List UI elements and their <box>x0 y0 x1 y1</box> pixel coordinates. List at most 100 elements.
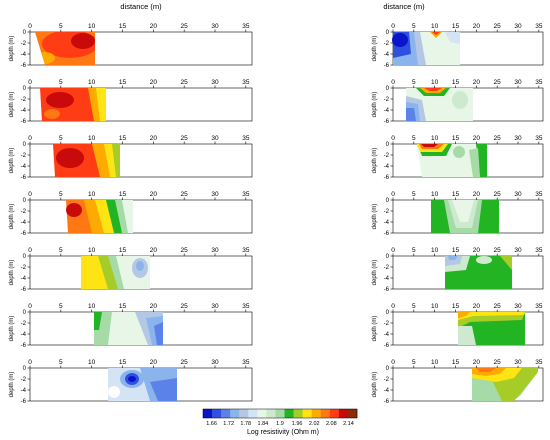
x-tick-label: 20 <box>473 79 481 86</box>
panel-right-4 <box>431 200 499 233</box>
y-tick-label: -4 <box>21 388 27 394</box>
resistivity-region <box>476 368 496 372</box>
x-tick-label: 0 <box>391 247 395 254</box>
y-tick-label: -6 <box>384 343 390 349</box>
x-tick-label: 30 <box>514 191 522 198</box>
x-tick-label: 20 <box>150 79 158 86</box>
x-tick-label: 25 <box>181 247 189 254</box>
x-tick-label: 30 <box>514 23 522 30</box>
y-tick-label: -4 <box>21 52 27 58</box>
x-tick-label: 25 <box>181 191 189 198</box>
x-tick-label: 25 <box>494 191 502 198</box>
x-tick-label: 15 <box>452 135 460 142</box>
colorbar-swatch <box>239 409 249 418</box>
panel-left-3 <box>53 144 120 177</box>
resistivity-region <box>46 92 74 108</box>
y-tick-label: -4 <box>21 332 27 338</box>
x-tick-label: 5 <box>412 79 416 86</box>
colorbar-tick-label: 1.84 <box>258 421 269 427</box>
resistivity-region <box>445 32 460 44</box>
x-tick-label: 0 <box>391 135 395 142</box>
y-axis-label: depth (m) <box>9 204 15 230</box>
y-tick-label: -2 <box>384 321 390 327</box>
axes-left-6: 0 5 10 15 20 25 30 35 0 -2 -4 -6 depth (m) <box>9 303 253 349</box>
x-tick-label: 20 <box>150 191 158 198</box>
colorbar-frame <box>202 408 358 419</box>
colorbar-swatch <box>248 409 258 418</box>
x-tick-label: 25 <box>494 247 502 254</box>
x-tick-label: 20 <box>473 247 481 254</box>
x-tick-label: 20 <box>473 303 481 310</box>
axes-left-4: 0 5 10 15 20 25 30 35 0 -2 -4 -6 depth (m) <box>9 191 253 237</box>
y-tick-label: -6 <box>384 175 390 181</box>
x-tick-label: 5 <box>412 247 416 254</box>
x-tick-label: 30 <box>514 247 522 254</box>
y-tick-label: -2 <box>384 265 390 271</box>
colorbar-swatch <box>212 409 222 418</box>
x-tick-label: 15 <box>119 247 127 254</box>
resistivity-region <box>66 203 82 217</box>
x-tick-label: 20 <box>150 135 158 142</box>
y-tick-label: -4 <box>384 164 390 170</box>
y-tick-label: -2 <box>384 209 390 215</box>
x-tick-label: 35 <box>535 247 543 254</box>
axes-left-3: 0 5 10 15 20 25 30 35 0 -2 -4 -6 depth (m) <box>9 135 253 181</box>
y-axis-label: depth (m) <box>9 316 15 342</box>
x-tick-label: 35 <box>535 23 543 30</box>
y-tick-label: 0 <box>386 254 390 260</box>
y-tick-label: -2 <box>384 41 390 47</box>
colorbar-swatch <box>266 409 276 418</box>
x-tick-label: 15 <box>452 79 460 86</box>
axes-left-7: 0 5 10 15 20 25 30 35 0 -2 -4 -6 depth (m) <box>9 359 253 405</box>
x-tick-label: 35 <box>242 79 250 86</box>
y-axis-label: depth (m) <box>372 372 378 398</box>
colorbar-tick-label: 1.78 <box>240 421 251 427</box>
x-tick-label: 25 <box>494 303 502 310</box>
y-tick-label: -4 <box>21 108 27 114</box>
colorbar-swatch <box>203 409 213 418</box>
resistivity-region <box>453 146 465 158</box>
x-tick-label: 10 <box>431 247 439 254</box>
x-tick-label: 30 <box>514 359 522 366</box>
resistivity-region <box>136 261 144 271</box>
x-tick-label: 20 <box>150 23 158 30</box>
y-tick-label: 0 <box>23 366 27 372</box>
resistivity-region <box>432 32 440 35</box>
y-tick-label: -6 <box>384 231 390 237</box>
resistivity-region <box>458 312 525 328</box>
x-tick-label: 0 <box>391 23 395 30</box>
x-tick-label: 35 <box>535 359 543 366</box>
axes-left-2: 0 5 10 15 20 25 30 35 0 -2 -4 -6 depth (m) <box>9 79 253 125</box>
x-tick-label: 20 <box>473 135 481 142</box>
resistivity-region <box>108 386 120 398</box>
x-tick-label: 10 <box>431 303 439 310</box>
x-tick-label: 35 <box>242 135 250 142</box>
y-tick-label: 0 <box>23 254 27 260</box>
y-axis-label: depth (m) <box>9 372 15 398</box>
colorbar-tick-label: 2.08 <box>326 421 337 427</box>
resistivity-region <box>469 148 480 177</box>
y-tick-label: -2 <box>21 377 27 383</box>
colorbar-swatch <box>284 409 294 418</box>
colorbar <box>202 408 358 419</box>
y-tick-label: 0 <box>386 30 390 36</box>
resistivity-region <box>424 88 442 91</box>
x-tick-label: 5 <box>59 359 63 366</box>
resistivity-region <box>448 256 458 260</box>
x-tick-label: 5 <box>59 79 63 86</box>
panel-right-7 <box>472 368 538 401</box>
x-tick-label: 15 <box>452 359 460 366</box>
resistivity-region <box>476 144 487 177</box>
x-tick-label: 35 <box>242 359 250 366</box>
x-tick-label: 25 <box>181 303 189 310</box>
colorbar-swatch <box>302 409 313 418</box>
colorbar-swatch <box>275 409 285 418</box>
y-tick-label: -4 <box>384 220 390 226</box>
x-tick-label: 0 <box>391 191 395 198</box>
x-tick-label: 10 <box>431 23 439 30</box>
axes-left-1: 0 5 10 15 20 25 30 35 0 -2 -4 -6 depth (m) <box>9 23 253 69</box>
x-tick-label: 0 <box>28 135 32 142</box>
resistivity-region <box>500 256 512 270</box>
y-tick-label: 0 <box>23 142 27 148</box>
x-tick-label: 0 <box>28 247 32 254</box>
